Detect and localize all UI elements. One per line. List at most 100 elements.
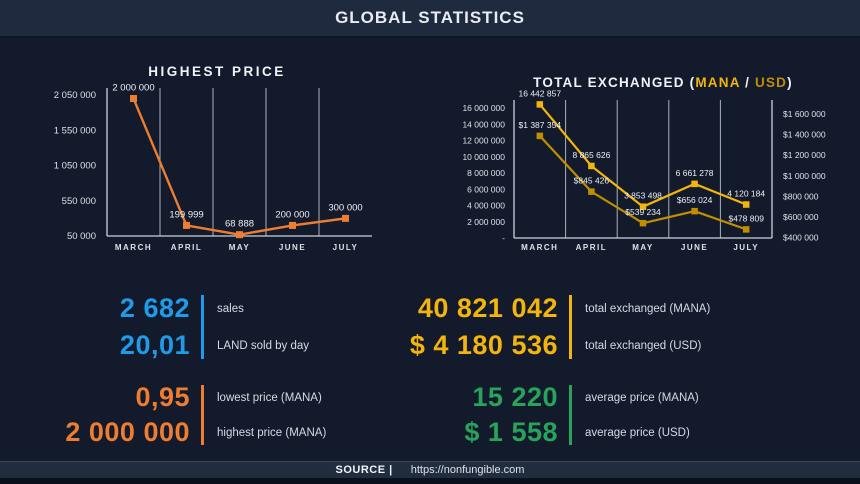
- series-highest-price-marker: [183, 221, 190, 229]
- month-label: JUNE: [279, 243, 306, 252]
- stat-value-highest-price: 2 000 000: [65, 417, 190, 447]
- series-usd-marker: [639, 219, 647, 227]
- right-tick: $1 600 000: [783, 109, 826, 119]
- series-highest-price-marker: [342, 214, 349, 222]
- y-tick: 50 000: [67, 231, 96, 242]
- series-usd-marker: [742, 226, 750, 233]
- series-usd-marker: [588, 188, 595, 195]
- left-tick-labels: 16 000 000 14 000 000 12 000 000 10 000 000…: [462, 103, 505, 243]
- chart-title-highest-price: HIGHEST PRICE: [148, 64, 286, 79]
- stat-values: 2 682 20,01: [30, 290, 190, 364]
- month-label: APRIL: [576, 243, 608, 252]
- y-tick: 2 050 000: [54, 90, 96, 101]
- stat-label-avg-usd: average price (USD): [585, 426, 690, 439]
- series-highest-price-marker: [130, 95, 137, 103]
- stat-divider: [201, 295, 204, 359]
- series-highest-price-data-label: 199 999: [169, 209, 203, 220]
- right-tick: $1 400 000: [783, 130, 826, 140]
- y-tick: 550 000: [62, 196, 96, 207]
- month-label: MARCH: [115, 243, 152, 252]
- right-tick: $1 200 000: [783, 150, 826, 160]
- left-tick: 16 000 000: [462, 103, 505, 113]
- title-prefix: TOTAL EXCHANGED (: [533, 75, 696, 90]
- series-mana-data-label: 6 661 278: [676, 168, 714, 178]
- stat-value-sales: 2 682: [119, 293, 190, 323]
- month-label: JULY: [733, 243, 759, 252]
- left-tick: 6 000 000: [467, 184, 505, 194]
- series-usd: $1 387 354 $845 426 $539 234 $656 024 $478 8…: [519, 120, 764, 233]
- stat-group-total-exchanged: 40 821 042 $ 4 180 536 total exchanged (…: [378, 290, 710, 364]
- month-label: MARCH: [521, 243, 558, 252]
- left-tick: -: [502, 233, 505, 243]
- chart-title-total-exchanged: TOTAL EXCHANGED (MANA / USD): [513, 75, 813, 90]
- stat-label-lowest-price: lowest price (MANA): [217, 391, 322, 404]
- series-mana-data-label: 3 853 498: [624, 191, 662, 201]
- month-label: APRIL: [171, 243, 203, 252]
- stat-value-land-per-day: 20,01: [119, 330, 190, 360]
- y-tick: 1 550 000: [54, 125, 96, 136]
- stat-value-total-usd: $ 4 180 536: [409, 330, 558, 360]
- series-mana-marker: [588, 162, 595, 170]
- source-url: https://nonfungible.com: [410, 464, 525, 476]
- y-tick: 1 050 000: [54, 161, 96, 172]
- title-mana-label: MANA: [695, 75, 741, 90]
- header-bar: GLOBAL STATISTICS: [0, 0, 860, 38]
- stat-label-highest-price: highest price (MANA): [217, 426, 327, 439]
- series-usd-data-label: $1 387 354: [519, 120, 562, 130]
- stat-labels: total exchanged (MANA) total exchanged (…: [585, 290, 710, 364]
- title-suffix: ): [787, 75, 793, 90]
- x-category-labels: MARCH APRIL MAY JUNE JULY: [115, 243, 359, 252]
- series-highest-price-data-label: 300 000: [328, 202, 362, 213]
- series-mana: 16 442 857 8 865 626 3 853 498 6 661 278 4 1…: [519, 88, 765, 210]
- stat-value-avg-usd: $ 1 558: [464, 417, 558, 447]
- stat-label-avg-mana: average price (MANA): [585, 391, 699, 404]
- left-tick: 4 000 000: [467, 201, 505, 211]
- chart-gridlines: [565, 100, 721, 238]
- stat-values: 40 821 042 $ 4 180 536: [378, 290, 558, 364]
- series-mana-marker: [691, 180, 698, 188]
- right-tick: $800 000: [783, 191, 819, 201]
- stat-value-avg-mana: 15 220: [472, 382, 558, 412]
- stat-group-average-price: 15 220 $ 1 558 average price (MANA) aver…: [378, 380, 699, 450]
- series-mana-data-label: 16 442 857: [519, 88, 562, 98]
- series-highest-price-marker: [236, 231, 243, 239]
- month-label: JULY: [333, 243, 359, 252]
- page-title: GLOBAL STATISTICS: [335, 8, 525, 27]
- stat-group-sales: 2 682 20,01 sales LAND sold by day: [30, 290, 309, 364]
- left-tick: 12 000 000: [462, 136, 505, 146]
- stat-value-total-mana: 40 821 042: [417, 293, 558, 323]
- stat-value-lowest-price: 0,95: [135, 382, 190, 412]
- series-highest-price-data-label: 200 000: [275, 209, 309, 220]
- series-mana-data-label: 4 120 184: [727, 189, 765, 199]
- series-usd-marker: [536, 132, 544, 140]
- left-tick: 10 000 000: [462, 152, 505, 162]
- left-tick: 14 000 000: [462, 119, 505, 129]
- left-tick: 2 000 000: [467, 217, 505, 227]
- left-tick: 8 000 000: [467, 168, 505, 178]
- stat-group-price-range: 0,95 2 000 000 lowest price (MANA) highe…: [30, 380, 326, 450]
- stat-divider: [201, 385, 204, 445]
- y-tick-labels: 2 050 000 1 550 000 1 050 000 550 000 50 000: [54, 90, 96, 242]
- stat-labels: average price (MANA) average price (USD): [585, 380, 699, 450]
- source-label: SOURCE |: [335, 464, 393, 476]
- series-usd-data-label: $656 024: [677, 195, 713, 205]
- series-highest-price-data-label: 68 888: [225, 219, 254, 230]
- month-label: MAY: [229, 243, 251, 252]
- stat-label-sales: sales: [217, 302, 244, 315]
- series-mana-marker: [536, 101, 544, 108]
- stat-label-total-usd: total exchanged (USD): [585, 339, 702, 352]
- stat-label-total-mana: total exchanged (MANA): [585, 302, 711, 315]
- month-label: JUNE: [681, 243, 708, 252]
- stat-values: 0,95 2 000 000: [30, 380, 190, 450]
- right-tick: $400 000: [783, 233, 819, 243]
- series-usd-data-label: $845 426: [574, 176, 610, 186]
- right-tick-labels: $1 600 000 $1 400 000 $1 200 000 $1 000 000…: [783, 109, 826, 243]
- title-separator: /: [740, 75, 755, 90]
- series-highest-price-marker: [289, 221, 296, 229]
- series-highest-price: 2 000 000 199 999 68 888 200 000 300 000: [112, 83, 363, 239]
- stat-values: 15 220 $ 1 558: [378, 380, 558, 450]
- x-category-labels: MARCH APRIL MAY JUNE JULY: [521, 243, 759, 252]
- stat-label-land-per-day: LAND sold by day: [217, 339, 310, 352]
